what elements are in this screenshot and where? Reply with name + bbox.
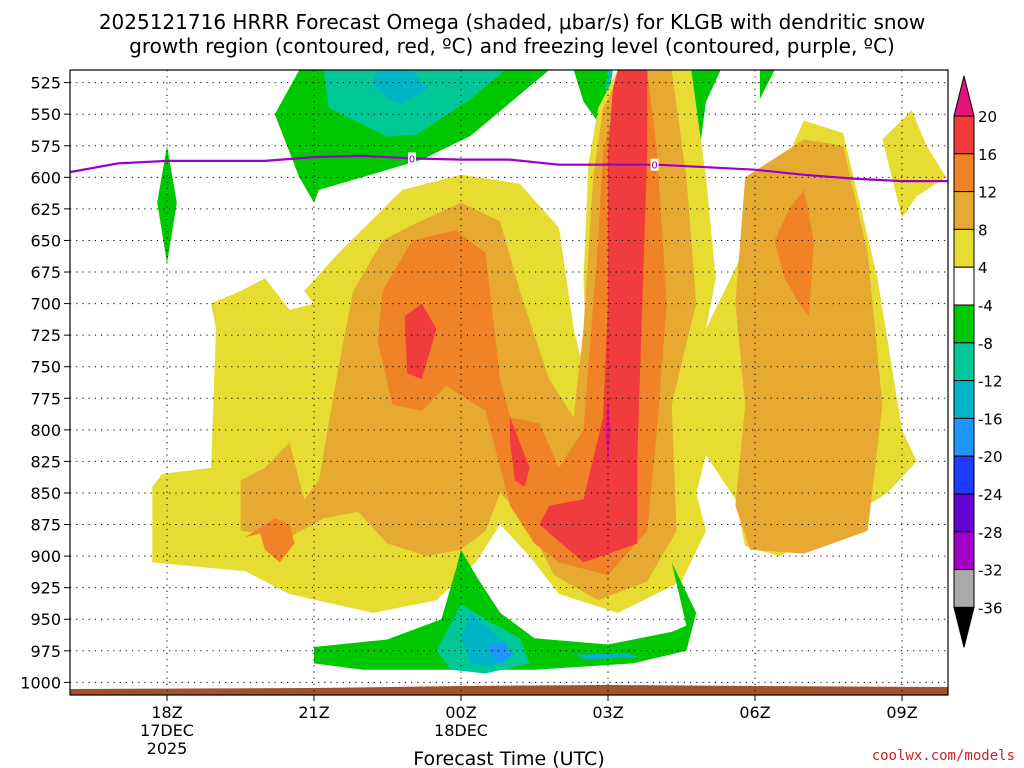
y-tick-label-925: 925	[30, 579, 61, 598]
colorbar-bin-7	[953, 380, 975, 419]
colorbar-label-2: 12	[978, 184, 997, 202]
x-tick-label-18Z-2: 17DEC	[140, 721, 194, 740]
colorbar: 20 16 12 8 4 -4 -8 -12 -16 -20 -24 -28 -32 -36	[953, 75, 1003, 648]
omega-region-23	[573, 653, 638, 660]
omega-region-6	[759, 70, 775, 99]
x-tick-label-09Z-1: 09Z	[886, 703, 917, 722]
colorbar-label-1: 16	[978, 146, 997, 164]
x-tick-label-00Z-2: 18DEC	[434, 721, 488, 740]
omega-region-9	[882, 110, 947, 218]
omega-region-14	[245, 518, 295, 563]
colorbar-bin-9	[953, 455, 975, 495]
omega-region-2	[372, 70, 427, 105]
colorbar-label-7: -12	[978, 373, 1003, 391]
colorbar-bottom-arrow	[953, 606, 975, 648]
omega-region-22	[490, 642, 510, 664]
freezing-level-line	[70, 154, 948, 183]
x-tick-label-00Z-1: 00Z	[445, 703, 476, 722]
credit-text: coolwx.com/models	[872, 748, 1015, 764]
terrain-surface	[70, 685, 948, 695]
omega-region-11	[735, 139, 883, 554]
y-tick-label-750: 750	[30, 358, 61, 377]
colorbar-top-arrow	[953, 75, 975, 117]
y-tick-label-700: 700	[30, 295, 61, 314]
gridlines	[70, 70, 948, 695]
y-tick-label-875: 875	[30, 516, 61, 535]
y-tick-label-600: 600	[30, 168, 61, 187]
colorbar-bin-10	[953, 493, 975, 533]
y-tick-label-625: 625	[30, 200, 61, 219]
colorbar-bin-3	[953, 228, 975, 268]
colorbar-bin-11	[953, 531, 975, 571]
freezing-label-bg-0	[408, 152, 416, 165]
chart-title-line1: 2025121716 HRRR Forecast Omega (shaded, …	[99, 10, 925, 34]
freezing-label-1: 0	[651, 161, 657, 172]
pressure-axis: 525 550 575 600 625 650 675 700 725 750 775 800 825 8…	[20, 74, 70, 692]
y-tick-label-525: 525	[30, 74, 61, 93]
plot-frame	[69, 69, 949, 696]
y-tick-label-825: 825	[30, 452, 61, 471]
omega-region-16	[510, 417, 530, 487]
y-tick-label-800: 800	[30, 421, 61, 440]
y-tick-label-975: 975	[30, 642, 61, 661]
y-tick-label-675: 675	[30, 263, 61, 282]
colorbar-bin-5	[953, 304, 975, 344]
colorbar-label-4: 4	[978, 259, 988, 277]
colorbar-bin-0	[953, 115, 975, 155]
colorbar-label-3: 8	[978, 221, 988, 239]
y-tick-label-1000: 1000	[20, 673, 61, 692]
colorbar-label-10: -24	[978, 486, 1003, 504]
x-axis-label: Forecast Time (UTC)	[413, 748, 604, 768]
omega-region-15	[404, 303, 437, 380]
y-tick-label-550: 550	[30, 105, 61, 124]
y-tick-label-575: 575	[30, 137, 61, 156]
colorbar-label-8: -16	[978, 410, 1003, 428]
x-tick-label-18Z-3: 2025	[147, 739, 188, 758]
terrain-layer	[70, 685, 948, 695]
colorbar-bin-1	[953, 153, 975, 193]
colorbar-bin-8	[953, 417, 975, 457]
x-tick-label-06Z-1: 06Z	[739, 703, 770, 722]
colorbar-label-9: -20	[978, 448, 1003, 466]
omega-region-1	[323, 70, 506, 137]
colorbar-label-6: -8	[978, 335, 993, 353]
omega-shading	[152, 70, 947, 674]
chart-title-line2: growth region (contoured, red, ºC) and f…	[129, 34, 895, 58]
omega-region-18	[605, 398, 611, 468]
freezing-label-0: 0	[409, 154, 415, 165]
freezing-level-contour: 00	[70, 152, 948, 183]
omega-region-12	[377, 70, 667, 576]
colorbar-bin-2	[953, 191, 975, 230]
omega-region-13	[774, 189, 814, 317]
x-tick-label-03Z-1: 03Z	[592, 703, 623, 722]
x-tick-label-21Z-1: 21Z	[298, 703, 329, 722]
colorbar-label-5: -4	[978, 297, 993, 315]
y-tick-label-775: 775	[30, 389, 61, 408]
colorbar-label-11: -28	[978, 524, 1003, 542]
freezing-label-bg-1	[650, 158, 659, 171]
y-tick-label-950: 950	[30, 610, 61, 629]
x-tick-label-18Z-1: 18Z	[151, 703, 182, 722]
colorbar-label-12: -32	[978, 562, 1003, 580]
colorbar-bin-12	[953, 569, 975, 608]
omega-region-19	[314, 549, 697, 670]
colorbar-label-0: 20	[978, 108, 997, 126]
omega-region-17	[539, 70, 648, 563]
y-tick-label-850: 850	[30, 484, 61, 503]
y-tick-label-725: 725	[30, 326, 61, 345]
colorbar-bin-4	[953, 266, 975, 306]
y-tick-label-650: 650	[30, 231, 61, 250]
colorbar-bin-6	[953, 342, 975, 382]
omega-region-7	[157, 145, 177, 264]
colorbar-label-13: -36	[978, 599, 1003, 617]
y-tick-label-900: 900	[30, 547, 61, 566]
